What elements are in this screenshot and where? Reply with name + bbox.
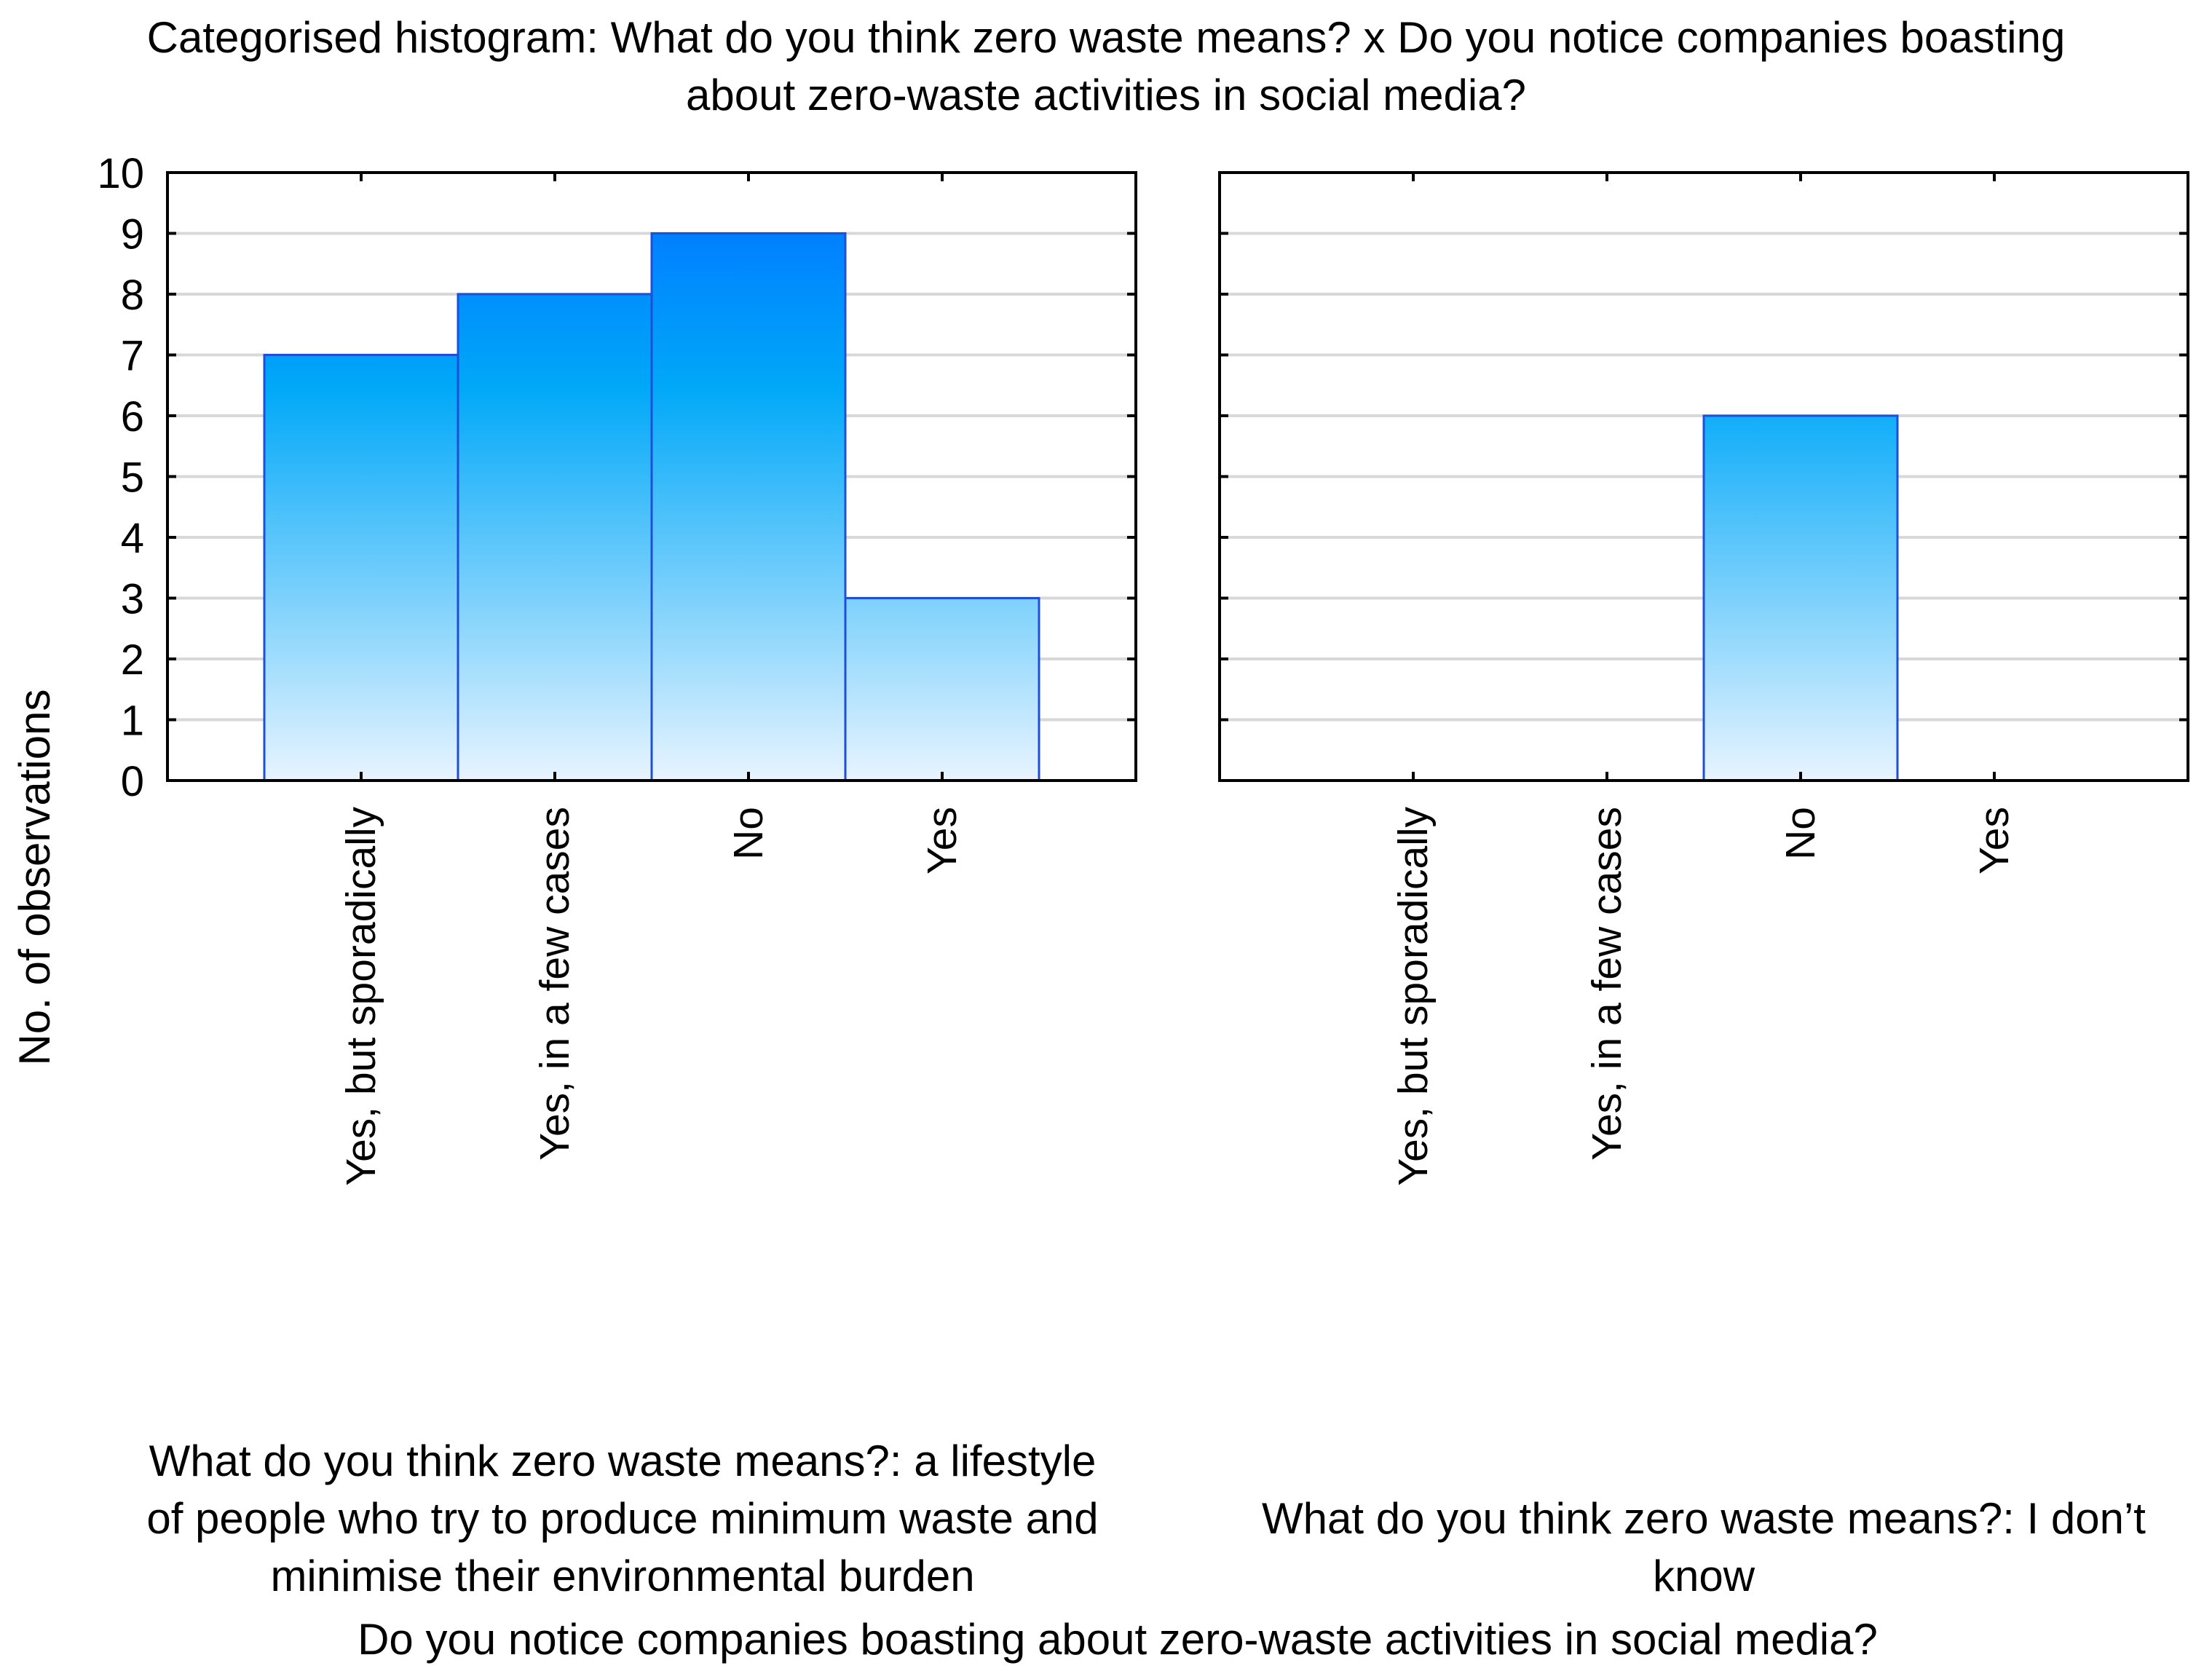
x-tick-label: Yes bbox=[1971, 807, 2018, 874]
x-tick-label: Yes, but sporadically bbox=[1390, 807, 1437, 1186]
y-tick-label: 1 bbox=[121, 698, 144, 745]
x-tick-label: No bbox=[1777, 807, 1824, 860]
y-tick-label: 2 bbox=[121, 636, 144, 684]
bar bbox=[1702, 414, 1899, 782]
bar bbox=[650, 232, 847, 782]
y-tick-label: 0 bbox=[121, 758, 144, 805]
y-tick-label: 7 bbox=[121, 333, 144, 380]
panel-dont-know: Yes, but sporadically Yes, in a few cases… bbox=[1218, 171, 2189, 1600]
panel-caption-line: of people who try to produce minimum was… bbox=[146, 1494, 1098, 1543]
y-tick-label: 9 bbox=[121, 211, 144, 258]
y-tick-label: 8 bbox=[121, 272, 144, 319]
x-tick-label: Yes bbox=[919, 807, 965, 874]
y-tick-label: 6 bbox=[121, 393, 144, 441]
chart-title-line-1: Categorised histogram: What do you think… bbox=[147, 13, 2066, 62]
y-tick-label: 4 bbox=[121, 515, 144, 562]
y-tick-label: 10 bbox=[97, 150, 144, 197]
panels-layer: 0 1 2 3 4 5 6 7 8 9 10 Yes, but sporadically Yes, in… bbox=[97, 150, 2189, 1600]
panel-caption-line: know bbox=[1653, 1552, 1755, 1600]
x-tick-label: No bbox=[725, 807, 772, 860]
x-axis-label: Do you notice companies boasting about z… bbox=[358, 1615, 1878, 1664]
y-tick-label: 3 bbox=[121, 576, 144, 623]
bar bbox=[844, 597, 1040, 782]
panel-caption-line: What do you think zero waste means?: a l… bbox=[149, 1437, 1097, 1485]
y-axis-label: No. of observations bbox=[10, 690, 59, 1066]
panel-caption-line: minimise their environmental burden bbox=[270, 1552, 974, 1600]
bar bbox=[263, 354, 459, 782]
panel-lifestyle: 0 1 2 3 4 5 6 7 8 9 10 Yes, but sporadically Yes, in… bbox=[97, 150, 1137, 1600]
chart-title-line-2: about zero-waste activities in social me… bbox=[686, 71, 1526, 119]
x-tick-label: Yes, in a few cases bbox=[1584, 807, 1630, 1161]
panel-caption-line: What do you think zero waste means?: I d… bbox=[1262, 1494, 2146, 1543]
x-tick-label: Yes, but sporadically bbox=[338, 807, 384, 1186]
y-tick-label: 5 bbox=[121, 454, 144, 502]
bar bbox=[457, 293, 653, 782]
x-tick-label: Yes, in a few cases bbox=[532, 807, 578, 1161]
